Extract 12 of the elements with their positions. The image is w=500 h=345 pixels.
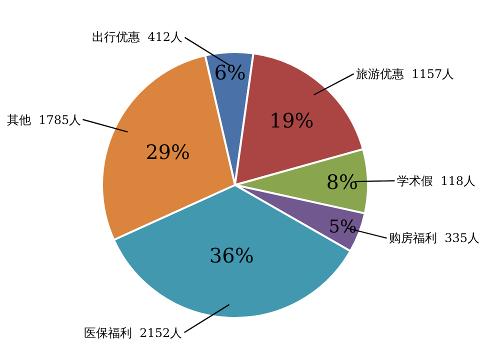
data-label: 5% [328, 218, 357, 238]
data-label: 36% [209, 243, 254, 268]
slice-label: 学术假 118人 [397, 174, 476, 188]
slice-label: 旅游优惠 1157人 [356, 67, 454, 81]
slice-label: 医保福利 2152人 [84, 326, 182, 340]
slice-label: 其他 1785人 [7, 113, 82, 127]
slice-label: 购房福利 335人 [389, 231, 480, 245]
slice-label: 出行优惠 412人 [92, 30, 183, 44]
data-label: 8% [326, 170, 358, 194]
data-label: 29% [146, 140, 190, 164]
data-label: 19% [269, 108, 314, 132]
data-label: 6% [214, 60, 246, 85]
